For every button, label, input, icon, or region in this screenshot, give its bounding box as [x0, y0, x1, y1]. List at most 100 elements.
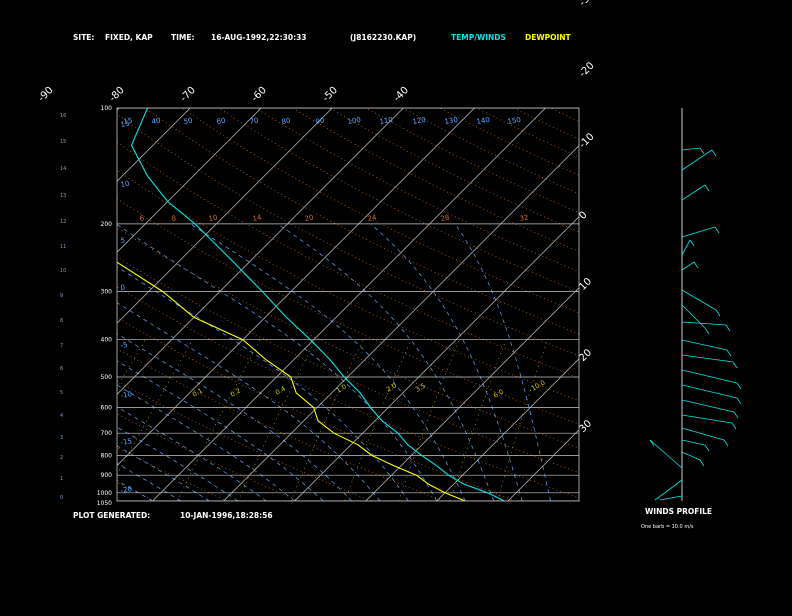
- profiles-group: [11, 108, 505, 501]
- dry-adiabat-line: [329, 108, 792, 501]
- theta-label: 50: [183, 117, 193, 126]
- isotherm-line: [0, 108, 190, 501]
- dry-adiabat-line: [0, 108, 299, 501]
- temperature-tick-label: -70: [178, 85, 197, 104]
- isotherm-line: [10, 108, 403, 501]
- moist-adiabat-label: 10: [120, 180, 130, 189]
- wind-barb: [682, 440, 705, 445]
- height-km-tick-label: 15: [60, 139, 66, 145]
- plot-frame: [117, 108, 579, 501]
- pressure-tick-label: 600: [101, 404, 113, 411]
- wind-barb: [682, 355, 733, 362]
- temperature-tick-label: -40: [392, 85, 411, 104]
- temperature-tick-label: -30: [577, 0, 596, 9]
- moist-adiabat-line: [0, 224, 153, 501]
- moist-adiabat-line: [0, 224, 295, 501]
- theta-label: 70: [249, 117, 259, 126]
- file-id: (J8162230.KAP): [350, 33, 416, 42]
- dry-adiabat-line: [0, 108, 443, 501]
- dry-adiabat-label: 14: [252, 213, 263, 223]
- dry-adiabat-line: [587, 108, 792, 501]
- wind-barb: [682, 322, 726, 325]
- moist-adiabat-label: 0: [120, 283, 126, 292]
- dry-adiabat-line: [35, 108, 792, 501]
- pressure-tick-label: 900: [101, 472, 113, 479]
- temp-winds-legend: TEMP/WINDS: [451, 33, 506, 42]
- wind-barb-flag: [705, 328, 709, 334]
- height-km-tick-label: 3: [60, 435, 63, 441]
- wind-barb: [682, 452, 700, 460]
- isotherm-line: [224, 108, 617, 501]
- height-km-tick-label: 8: [60, 318, 63, 324]
- isotherm-line: [295, 108, 688, 501]
- dry-adiabat-line: [0, 108, 660, 501]
- height-km-tick-label: 10: [60, 268, 66, 274]
- temperature-tick-label: -20: [577, 60, 596, 79]
- wind-profile-panel: WINDS PROFILE One barb = 10.0 m/s: [641, 108, 741, 530]
- temperature-tick-label: -50: [321, 85, 340, 104]
- moist-adiabat-label: 5: [120, 236, 126, 245]
- dry-adiabat-line: [440, 108, 792, 501]
- height-km-tick-label: 14: [60, 166, 66, 172]
- moist-adiabat-line: [0, 224, 181, 501]
- wind-barb: [682, 428, 724, 440]
- wind-barbs-group: [650, 148, 741, 500]
- time-label: TIME:: [171, 33, 195, 42]
- wind-barb: [682, 150, 712, 170]
- pressure-tick-label: 700: [101, 430, 113, 437]
- pressure-tick-label: 1050: [97, 500, 112, 507]
- wind-barb-flag: [734, 412, 738, 418]
- isotherm-line: [437, 108, 792, 501]
- mixing-ratio-label: 10.0: [530, 379, 547, 393]
- wind-barb: [682, 370, 737, 383]
- wind-barb: [682, 415, 732, 423]
- header: SITE: FIXED, KAP TIME: 16-AUG-1992,22:30…: [73, 33, 572, 42]
- height-km-tick-label: 0: [60, 495, 63, 501]
- height-km-tick-label: 5: [60, 390, 63, 396]
- moist-adiabat-line: [190, 224, 465, 501]
- plot-generated-value: 10-JAN-1996,18:28:56: [180, 511, 273, 520]
- theta-label: 100: [347, 116, 362, 126]
- wind-barb-flag: [716, 310, 720, 316]
- dry-adiabat-label: 10: [208, 214, 218, 223]
- pressure-tick-label: 1000: [97, 490, 112, 497]
- theta-label: 80: [281, 117, 291, 126]
- moist-adiabat-line: [455, 224, 550, 501]
- moist-adiabat-line: [0, 224, 238, 501]
- height-km-tick-label: 1: [60, 476, 63, 482]
- dry-adiabat-line: [550, 108, 792, 501]
- wind-barb-flag: [737, 383, 741, 389]
- wind-barb: [660, 496, 682, 500]
- height-km-tick-label: 16: [60, 113, 66, 119]
- moist-adiabat-label: -20: [120, 485, 133, 495]
- moist-adiabat-label: -5: [120, 341, 128, 350]
- wind-barb: [682, 185, 705, 200]
- dry-adiabat-line: [0, 108, 515, 501]
- wind-barb: [682, 340, 727, 350]
- height-km-tick-label: 9: [60, 293, 63, 299]
- wind-barb-flag: [694, 262, 698, 268]
- theta-label: 150: [507, 116, 522, 126]
- plot-generated-label: PLOT GENERATED:: [73, 511, 150, 520]
- dewpoint-legend: DEWPOINT: [525, 33, 572, 42]
- site-value: FIXED, KAP: [105, 33, 153, 42]
- wind-barb-flag: [726, 325, 730, 331]
- pressure-tick-label: 400: [101, 337, 113, 344]
- temperature-tick-label: -80: [107, 85, 126, 104]
- wind-barb: [682, 385, 737, 398]
- wind-profile-note: One barb = 10.0 m/s: [641, 524, 694, 530]
- mixing-ratio-line: [498, 340, 548, 501]
- mixing-ratio-label: 3.5: [414, 382, 427, 394]
- moist-adiabat-label: -10: [120, 390, 133, 400]
- wind-barb: [682, 305, 705, 328]
- mixing-ratio-line: [51, 340, 146, 501]
- mixing-ratio-label: 2.0: [385, 382, 398, 394]
- wind-barb: [682, 148, 700, 150]
- theta-label: 140: [476, 116, 491, 126]
- theta-label: 110: [379, 116, 394, 126]
- wind-barb: [682, 290, 716, 310]
- wind-barb-flag: [690, 240, 694, 246]
- isotherm-line: [0, 108, 48, 501]
- dry-adiabat-line: [256, 108, 792, 501]
